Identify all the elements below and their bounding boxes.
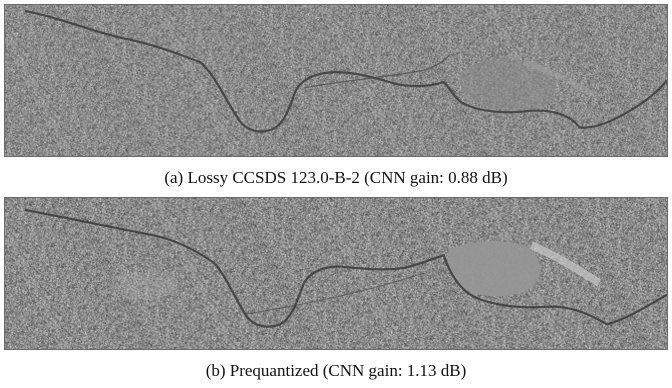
smooth-region-a: [459, 59, 557, 112]
coastline-overlay-b: [24, 208, 667, 328]
figure-caption-b: (b) Prequantized (CNN gain: 1.13 dB): [205, 361, 467, 380]
light-patch-b: [111, 271, 181, 300]
smooth-region-b: [448, 241, 541, 297]
noise-texture-a: [5, 5, 667, 156]
secondary-edge-a: [303, 53, 451, 89]
bright-streak-a: [522, 59, 597, 99]
coastline-overlay-a: [24, 9, 667, 133]
residual-image-b: [4, 197, 668, 350]
coastline-edge-a: [24, 9, 667, 133]
bright-streak-b: [529, 241, 602, 287]
figure-caption-a: (a) Lossy CCSDS 123.0-B-2 (CNN gain: 0.8…: [164, 168, 508, 187]
coastline-edge-b: [24, 208, 667, 328]
secondary-edge-b: [244, 272, 424, 316]
residual-image-a: [4, 4, 668, 157]
noise-texture-b: [5, 198, 667, 349]
